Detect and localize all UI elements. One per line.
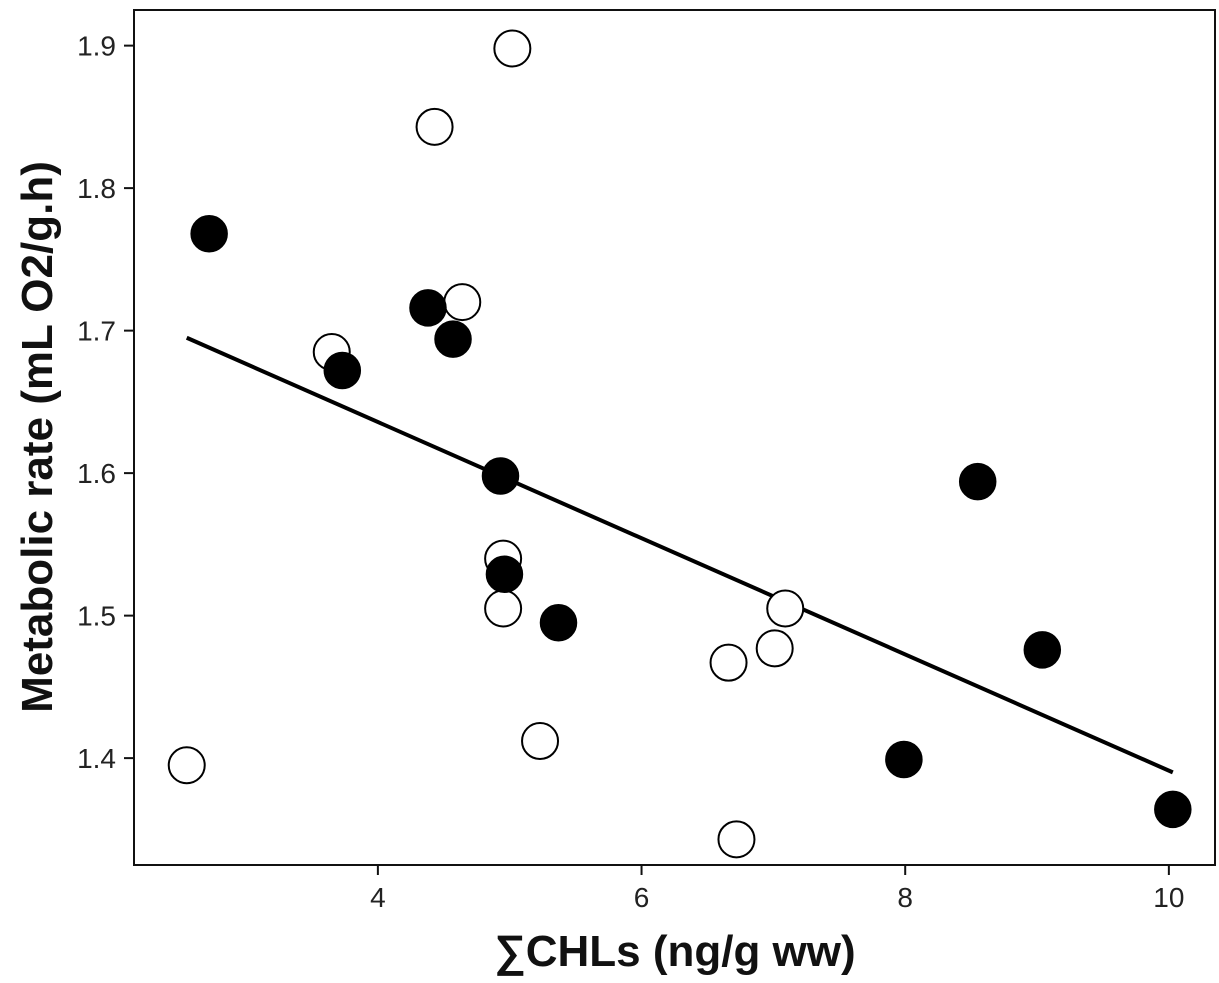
filled-data-point xyxy=(434,320,472,358)
open-data-point xyxy=(484,589,523,628)
filled-data-point xyxy=(539,604,578,642)
trend-line xyxy=(185,335,1174,775)
y-tick-label: 1.4 xyxy=(77,743,116,774)
filled-data-point xyxy=(190,214,228,253)
data-points xyxy=(167,29,1192,859)
filled-data-point xyxy=(485,555,524,594)
filled-data-point xyxy=(885,740,923,779)
y-tick-label: 1.5 xyxy=(77,601,116,632)
y-axis-title: Metabolic rate (mL O2/g.h) xyxy=(13,161,62,713)
open-data-point xyxy=(709,643,748,682)
y-axis: 1.4 1.5 1.6 1.7 1.8 1.9 xyxy=(77,31,134,774)
open-data-point xyxy=(443,283,482,322)
filled-data-point xyxy=(1023,631,1062,669)
open-data-point xyxy=(755,629,794,668)
filled-data-point xyxy=(958,462,997,501)
x-tick-label: 10 xyxy=(1153,882,1184,913)
x-axis: 4 6 8 10 xyxy=(370,865,1184,913)
x-tick-label: 4 xyxy=(370,882,386,913)
x-tick-label: 8 xyxy=(897,882,913,913)
x-axis-title: ∑CHLs (ng/g ww) xyxy=(494,927,855,976)
trend-line-group xyxy=(185,335,1174,775)
y-tick-label: 1.9 xyxy=(77,31,116,62)
filled-data-point xyxy=(323,351,362,390)
open-data-point xyxy=(521,722,560,761)
y-tick-label: 1.7 xyxy=(77,316,116,347)
plot-frame xyxy=(133,9,1216,866)
y-tick-label: 1.8 xyxy=(77,173,116,204)
filled-data-point xyxy=(1154,790,1192,829)
y-tick-label: 1.6 xyxy=(77,458,116,489)
filled-data-point xyxy=(481,457,520,495)
open-data-point xyxy=(766,589,805,628)
filled-data-point xyxy=(409,289,447,327)
x-tick-label: 6 xyxy=(634,882,650,913)
open-data-point xyxy=(167,746,206,785)
open-data-point xyxy=(493,29,532,68)
open-data-point xyxy=(717,820,756,859)
open-data-point xyxy=(415,107,454,146)
